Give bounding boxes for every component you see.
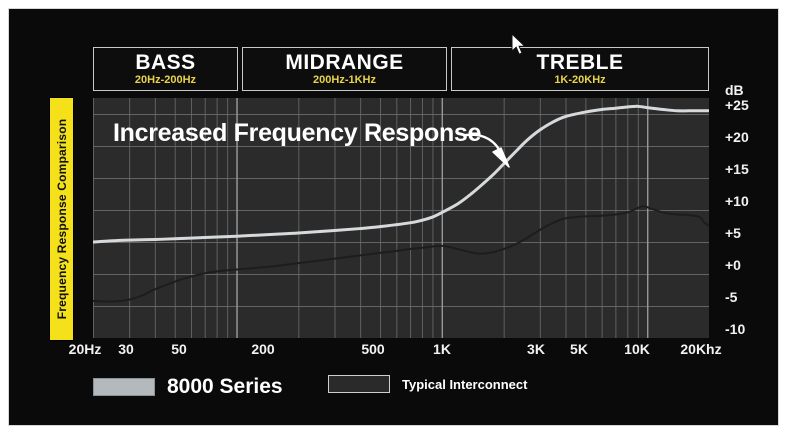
annotation-arrow-icon [464, 133, 510, 168]
x-tick-label: 3K [527, 341, 545, 357]
frequency-response-comparison-label: Frequency Response Comparison [49, 97, 74, 341]
side-label-text: Frequency Response Comparison [54, 118, 69, 320]
chart-panel: BASS 20Hz-200Hz MIDRANGE 200Hz-1KHz TREBLE 1K… [8, 8, 779, 426]
series-line-typical-interconnect [93, 205, 709, 303]
band-range: 200Hz-1KHz [313, 74, 376, 86]
band-title: MIDRANGE [285, 51, 404, 74]
y-tick-label: +25 [725, 97, 749, 113]
legend-label: 8000 Series [167, 375, 283, 398]
band-title: BASS [135, 51, 196, 74]
y-tick-label: +15 [725, 161, 749, 177]
annotation-text: Increased Frequency Response [113, 119, 482, 147]
y-tick-label: +10 [725, 193, 749, 209]
legend-item: 8000 Series [93, 375, 283, 399]
frequency-response-plot [93, 98, 709, 338]
x-tick-label: 20Khz [680, 341, 722, 357]
y-tick-label: +0 [725, 257, 741, 273]
x-tick-label: 50 [171, 341, 187, 357]
x-tick-label: 20Hz [68, 341, 102, 357]
series-line-8000-series [93, 104, 709, 244]
y-axis-unit-label: dB [725, 82, 744, 98]
band-header-treble: TREBLE 1K-20KHz [451, 47, 709, 91]
plot-svg [93, 98, 709, 338]
x-tick-label: 30 [118, 341, 134, 357]
grid-lines [93, 98, 709, 338]
x-tick-label: 10K [624, 341, 650, 357]
legend-item: Typical Interconnect [328, 375, 527, 393]
legend-label: Typical Interconnect [402, 376, 528, 392]
y-tick-label: -5 [725, 289, 738, 305]
band-title: TREBLE [536, 51, 624, 74]
band-header-bass: BASS 20Hz-200Hz [93, 47, 238, 91]
x-tick-label: 1K [433, 341, 451, 357]
legend-swatch [328, 375, 390, 393]
x-tick-label: 200 [251, 341, 275, 357]
legend-swatch [93, 378, 155, 396]
y-tick-label: +20 [725, 129, 749, 145]
x-tick-label: 500 [361, 341, 385, 357]
y-tick-label: -10 [725, 321, 746, 337]
band-range: 1K-20KHz [554, 74, 606, 86]
band-header-midrange: MIDRANGE 200Hz-1KHz [242, 47, 447, 91]
x-tick-label: 5K [570, 341, 588, 357]
band-range: 20Hz-200Hz [134, 74, 197, 86]
y-tick-label: +5 [725, 225, 741, 241]
